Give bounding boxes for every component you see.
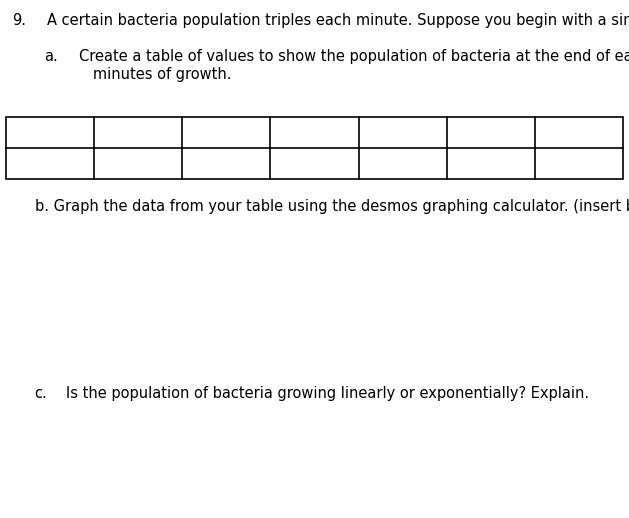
Text: c.: c. <box>35 386 47 401</box>
Text: b. Graph the data from your table using the desmos graphing calculator. (insert : b. Graph the data from your table using … <box>35 199 629 214</box>
Text: Is the population of bacteria growing linearly or exponentially? Explain.: Is the population of bacteria growing li… <box>66 386 589 401</box>
Text: a.: a. <box>44 49 58 64</box>
Bar <box>6 117 623 179</box>
Text: 9.: 9. <box>13 13 26 28</box>
Text: A certain bacteria population triples each minute. Suppose you begin with a sing: A certain bacteria population triples ea… <box>47 13 629 28</box>
Text: Create a table of values to show the population of bacteria at the end of each m: Create a table of values to show the pop… <box>79 49 629 82</box>
